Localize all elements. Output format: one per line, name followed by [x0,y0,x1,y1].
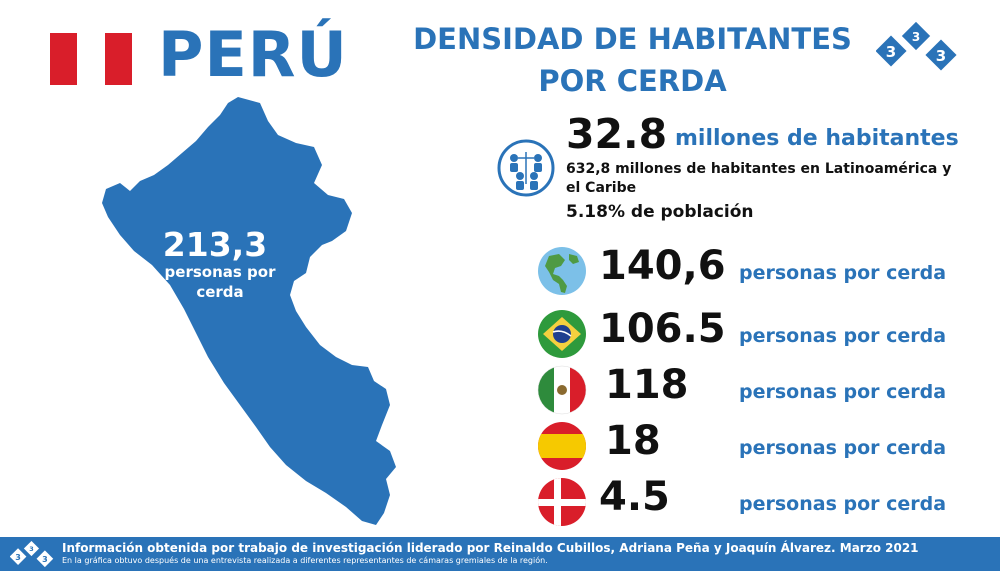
population-subtitle: 632,8 millones de habitantes en Latinoam… [566,161,952,196]
peru-density-value: 213,3 [162,225,268,264]
footer-note: En la gráfica obtuvo después de una entr… [62,556,548,565]
people-network-icon [497,139,555,197]
density-value: 4.5 [599,474,670,520]
peru-density-label: personas por cerda [150,262,290,302]
flag-brazil-icon [538,310,586,358]
flag-mexico-icon [537,365,587,415]
list-item: 140,6 personas por cerda [537,243,977,297]
density-value: 118 [605,362,689,408]
globe-americas-icon [538,247,586,295]
list-item: 4.5 personas por cerda [537,474,977,528]
flag-denmark-icon [538,478,586,526]
page-title: DENSIDAD DE HABITANTES POR CERDA [395,18,870,102]
title-line-2: POR CERDA [538,64,727,98]
footer-bar [0,537,1000,571]
density-label: personas por cerda [739,493,947,515]
logo-digit: 3 [886,43,896,61]
list-item: 18 personas por cerda [537,418,977,472]
density-label: personas por cerda [739,381,947,403]
country-title: PERÚ [158,18,348,91]
footer-text: Información obtenida por trabajo de inve… [62,541,836,555]
list-item: 118 personas por cerda [537,362,977,416]
density-value: 140,6 [599,243,726,289]
label-line: cerda [196,283,244,301]
peru-flag-icon [50,33,132,85]
flag-spain-icon [538,422,586,470]
list-item: 106.5 personas por cerda [537,306,977,360]
logo-digit: 3 [936,47,946,65]
population-unit: millones de habitantes [675,126,959,151]
footer-date: Marzo 2021 [839,541,919,555]
density-label: personas por cerda [739,262,947,284]
footer-credits: Información obtenida por trabajo de inve… [62,541,919,555]
population-percent: 5.18% de población [566,202,754,222]
logo-digit: 3 [29,545,33,553]
density-value: 18 [605,418,661,464]
logo-digit: 3 [912,30,920,44]
population-value: 32.8 [566,110,668,158]
logo-digit: 3 [15,553,21,562]
logo-digit: 3 [42,555,48,564]
density-value: 106.5 [599,306,726,352]
brand-logo: 3 3 3 [10,541,54,568]
brand-logo: 3 3 3 [876,22,957,71]
density-label: personas por cerda [739,325,947,347]
title-line-1: DENSIDAD DE HABITANTES [413,22,852,56]
density-label: personas por cerda [739,437,947,459]
label-line: personas por [164,263,276,281]
peru-map [102,97,396,525]
